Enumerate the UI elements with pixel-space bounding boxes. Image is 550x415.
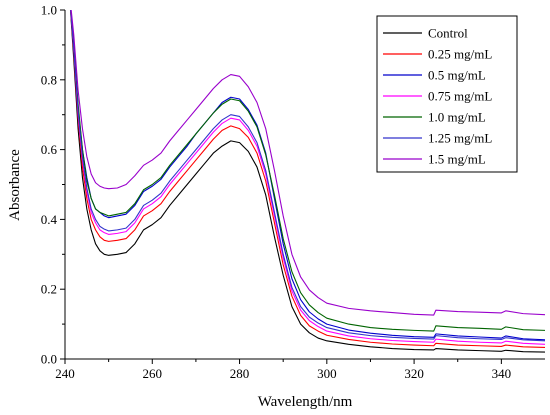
y-ticks: 0.0 0.2 0.4 0.6 0.8 1.0: [41, 3, 65, 367]
legend-label-2: 0.5 mg/mL: [428, 68, 486, 83]
legend-label-6: 1.5 mg/mL: [428, 152, 486, 167]
x-ticks: 240 260 280 300 320 340: [55, 359, 511, 381]
legend-box: [376, 15, 518, 173]
x-tick-label: 280: [230, 366, 250, 381]
series-line-1: [70, 10, 545, 349]
x-tick-label: 260: [143, 366, 163, 381]
legend-label-1: 0.25 mg/mL: [428, 47, 492, 62]
y-tick-label: 0.6: [41, 142, 58, 157]
series-line-3: [70, 10, 545, 345]
y-axis-title: Absorbance: [7, 149, 23, 221]
y-tick-label: 0.0: [41, 352, 57, 367]
y-tick-label: 1.0: [41, 3, 57, 18]
series-line-4: [70, 10, 545, 332]
series-line-0: [69, 10, 545, 353]
series-line-6: [70, 10, 545, 316]
y-tick-label: 0.4: [41, 212, 58, 227]
series-layer: [69, 10, 545, 353]
y-tick-label: 0.8: [41, 72, 57, 87]
series-line-5: [70, 10, 545, 342]
legend: Control 0.25 mg/mL 0.5 mg/mL 0.75 mg/mL 1.0 …: [376, 15, 518, 173]
x-tick-label: 320: [404, 366, 424, 381]
legend-label-4: 1.0 mg/mL: [428, 110, 486, 125]
x-axis-title: Wavelength/nm: [258, 394, 353, 410]
x-tick-label: 340: [492, 366, 512, 381]
legend-label-0: Control: [428, 26, 468, 41]
series-line-2: [70, 10, 545, 341]
x-tick-label: 300: [317, 366, 337, 381]
legend-label-3: 0.75 mg/mL: [428, 89, 492, 104]
x-tick-label: 240: [55, 366, 75, 381]
y-tick-label: 0.2: [41, 282, 57, 297]
legend-label-5: 1.25 mg/mL: [428, 131, 492, 146]
